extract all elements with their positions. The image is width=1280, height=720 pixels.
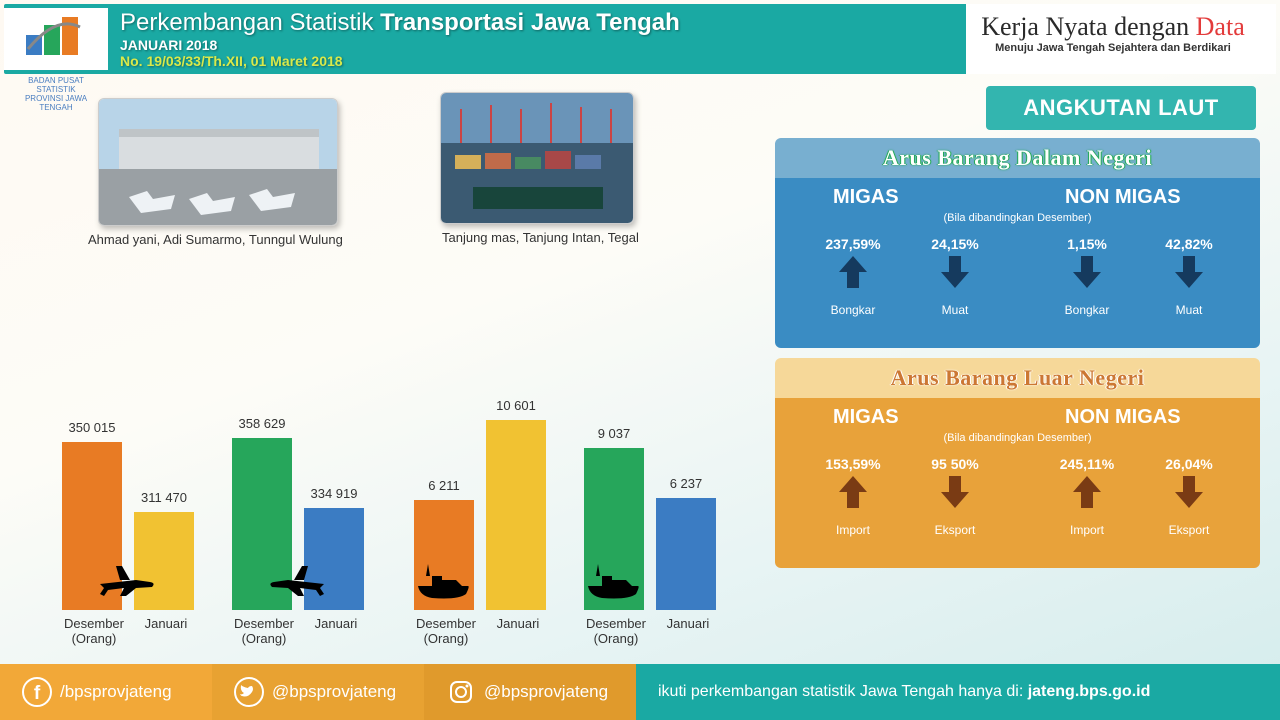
ig-handle: @bpsprovjateng — [484, 682, 608, 702]
arrow-up-icon — [813, 252, 893, 297]
bar-value: 350 015 — [62, 420, 122, 435]
twitter-icon — [234, 677, 264, 707]
stat-label: Import — [813, 523, 893, 537]
bar-label: Desember(Orang) — [224, 616, 304, 646]
stat-pct: 237,59% — [813, 236, 893, 252]
stat-pct: 245,11% — [1047, 456, 1127, 472]
port-photo — [440, 92, 634, 224]
bar-label: Januari — [296, 616, 376, 631]
slogan: Kerja Nyata dengan Data Menuju Jawa Teng… — [968, 12, 1258, 54]
bps-logo — [4, 8, 108, 70]
arrow-down-icon — [1149, 252, 1229, 297]
stat: 24,15% Muat — [915, 236, 995, 317]
stat: 153,59% Import — [813, 456, 893, 537]
bar-value: 6 211 — [414, 478, 474, 493]
port-caption: Tanjung mas, Tanjung Intan, Tegal — [442, 230, 662, 245]
bar-label: Desember(Orang) — [54, 616, 134, 646]
footer-text: ikuti perkembangan statistik Jawa Tengah… — [636, 664, 1280, 720]
stat-label: Bongkar — [813, 303, 893, 317]
stat-label: Muat — [1149, 303, 1229, 317]
col-nonmigas: NON MIGAS — [1065, 406, 1181, 429]
arrow-down-icon — [915, 252, 995, 297]
header-bar: Perkembangan Statistik Transportasi Jawa… — [4, 4, 1276, 74]
page-title: Perkembangan Statistik Transportasi Jawa… — [120, 9, 680, 37]
intl-title: Arus Barang Luar Negeri — [775, 358, 1260, 398]
footer-facebook[interactable]: f /bpsprovjateng — [0, 664, 212, 720]
bar-value: 9 037 — [584, 426, 644, 441]
transport-icon — [266, 560, 328, 605]
tw-handle: @bpsprovjateng — [272, 682, 396, 702]
stat-label: Import — [1047, 523, 1127, 537]
col-migas: MIGAS — [833, 186, 899, 209]
bar-label: Januari — [478, 616, 558, 631]
header-month: JANUARI 2018 — [120, 37, 680, 53]
col-nonmigas: NON MIGAS — [1065, 186, 1181, 209]
stat: 95 50% Eksport — [915, 456, 995, 537]
stat-label: Eksport — [1149, 523, 1229, 537]
stat: 1,15% Bongkar — [1047, 236, 1127, 317]
arrow-up-icon — [1047, 472, 1127, 517]
footer-twitter[interactable]: @bpsprovjateng — [212, 664, 424, 720]
stat-pct: 153,59% — [813, 456, 893, 472]
bar-label: Desember(Orang) — [576, 616, 656, 646]
col-migas: MIGAS — [833, 406, 899, 429]
bar-value: 311 470 — [134, 490, 194, 505]
stat-pct: 42,82% — [1149, 236, 1229, 252]
stat-pct: 24,15% — [915, 236, 995, 252]
bar-label: Januari — [648, 616, 728, 631]
col-sub: (Bila dibandingkan Desember) — [775, 212, 1260, 224]
footer: f /bpsprovjateng @bpsprovjateng @bpsprov… — [0, 664, 1280, 720]
arrow-up-icon — [813, 472, 893, 517]
transport-icon — [412, 560, 474, 605]
arrow-down-icon — [915, 472, 995, 517]
facebook-icon: f — [22, 677, 52, 707]
stat: 42,82% Muat — [1149, 236, 1229, 317]
bar: 10 601 — [486, 420, 546, 610]
header-text: Perkembangan Statistik Transportasi Jawa… — [120, 9, 680, 69]
stat-pct: 1,15% — [1047, 236, 1127, 252]
transport-icon — [582, 560, 644, 605]
svg-text:f: f — [34, 683, 41, 704]
bar-label: Desember(Orang) — [406, 616, 486, 646]
bar-value: 358 629 — [232, 416, 292, 431]
stat: 245,11% Import — [1047, 456, 1127, 537]
stat-label: Muat — [915, 303, 995, 317]
footer-instagram[interactable]: @bpsprovjateng — [424, 664, 636, 720]
airport-photo — [98, 98, 338, 226]
fb-handle: /bpsprovjateng — [60, 682, 172, 702]
airport-caption: Ahmad yani, Adi Sumarmo, Tunngul Wulung — [88, 232, 368, 247]
bar: 6 237 — [656, 498, 716, 610]
instagram-icon — [446, 677, 476, 707]
stat: 237,59% Bongkar — [813, 236, 893, 317]
domestic-box: Arus Barang Dalam Negeri MIGAS NON MIGAS (… — [775, 138, 1260, 348]
section-angkutan-laut: ANGKUTAN LAUT — [986, 86, 1256, 130]
stat-label: Bongkar — [1047, 303, 1127, 317]
arrow-down-icon — [1149, 472, 1229, 517]
stat: 26,04% Eksport — [1149, 456, 1229, 537]
bar-value: 6 237 — [656, 476, 716, 491]
domestic-title: Arus Barang Dalam Negeri — [775, 138, 1260, 178]
stat-label: Eksport — [915, 523, 995, 537]
bar-value: 334 919 — [304, 486, 364, 501]
logo-caption: BADAN PUSAT STATISTIKPROVINSI JAWA TENGA… — [10, 76, 102, 112]
stat-pct: 26,04% — [1149, 456, 1229, 472]
intl-box: Arus Barang Luar Negeri MIGAS NON MIGAS (B… — [775, 358, 1260, 568]
stat-pct: 95 50% — [915, 456, 995, 472]
bar-label: Januari — [126, 616, 206, 631]
col-sub: (Bila dibandingkan Desember) — [775, 432, 1260, 444]
bar-value: 10 601 — [486, 398, 546, 413]
arrow-down-icon — [1047, 252, 1127, 297]
transport-icon — [96, 560, 158, 605]
header-ref: No. 19/03/33/Th.XII, 01 Maret 2018 — [120, 53, 680, 69]
